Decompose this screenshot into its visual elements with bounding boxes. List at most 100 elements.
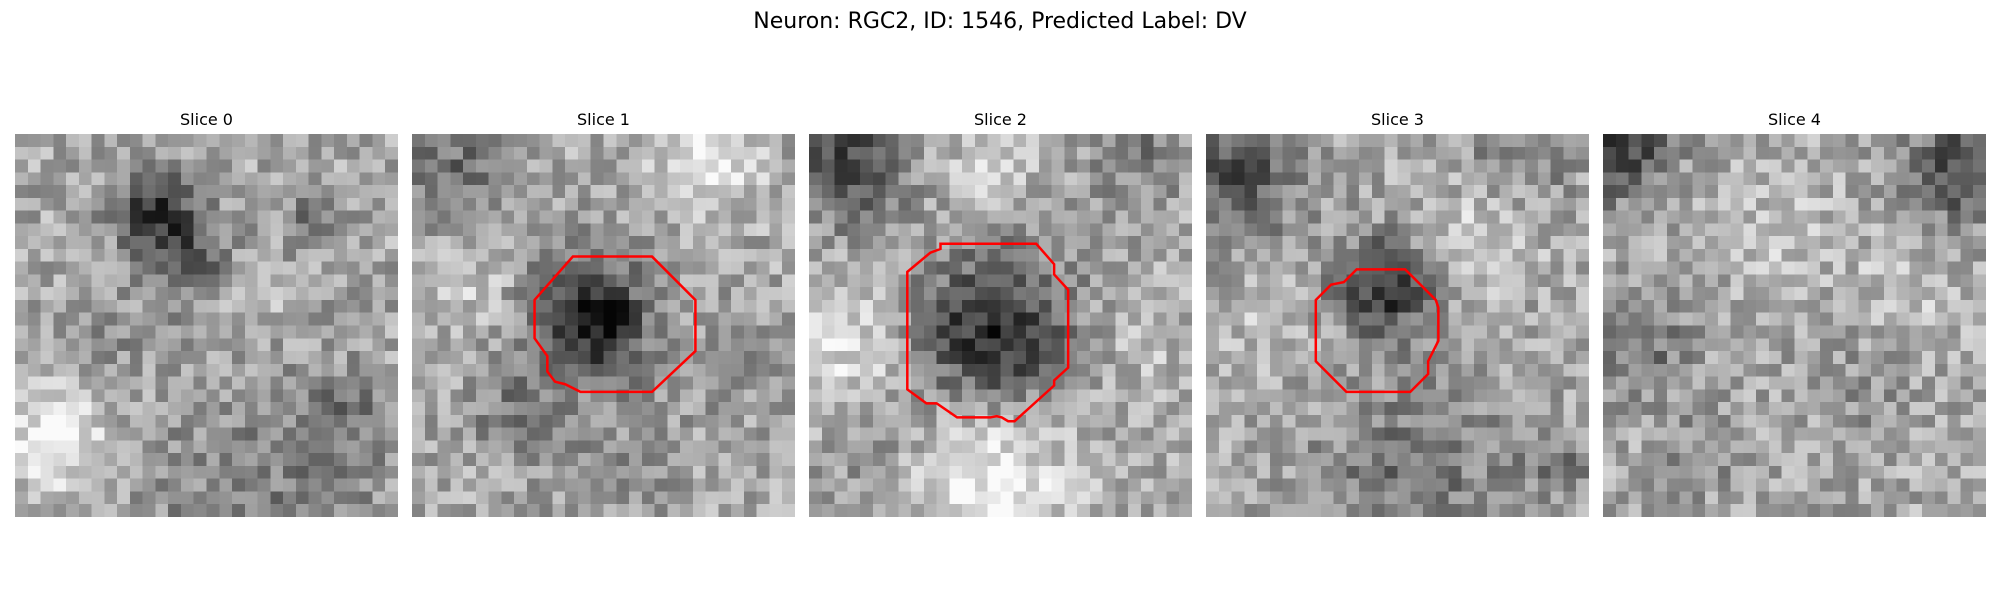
pixel	[219, 223, 233, 237]
pixel	[923, 478, 937, 492]
pixel	[142, 185, 156, 199]
pixel	[809, 134, 823, 148]
pixel	[603, 376, 617, 390]
pixel	[641, 325, 655, 339]
pixel	[1525, 236, 1539, 250]
pixel	[809, 402, 823, 416]
pixel	[1756, 504, 1770, 517]
pixel	[66, 427, 80, 441]
pixel	[180, 465, 194, 479]
pixel	[53, 402, 67, 416]
pixel	[590, 146, 604, 160]
pixel	[463, 491, 477, 505]
pixel	[1218, 325, 1232, 339]
pixel	[1960, 197, 1974, 211]
pixel	[1666, 363, 1680, 377]
slice-2-image	[809, 134, 1192, 517]
pixel	[1000, 427, 1014, 441]
pixel	[1448, 363, 1462, 377]
pixel	[1218, 312, 1232, 326]
pixel	[1666, 185, 1680, 199]
pixel	[987, 338, 1001, 352]
pixel	[1333, 261, 1347, 275]
pixel	[743, 504, 757, 517]
pixel	[1115, 363, 1129, 377]
pixel	[334, 146, 348, 160]
pixel	[1077, 172, 1091, 186]
pixel	[104, 146, 118, 160]
pixel	[718, 427, 732, 441]
pixel	[283, 363, 297, 377]
pixel	[898, 223, 912, 237]
pixel	[1717, 491, 1731, 505]
pixel	[1743, 414, 1757, 428]
pixel	[1807, 172, 1821, 186]
pixel	[1550, 274, 1564, 288]
pixel	[949, 427, 963, 441]
pixel	[731, 197, 745, 211]
pixel	[641, 299, 655, 313]
pixel	[270, 172, 284, 186]
pixel	[1051, 134, 1065, 148]
pixel	[1654, 146, 1668, 160]
pixel	[616, 134, 630, 148]
pixel	[782, 325, 795, 339]
pixel	[1244, 197, 1258, 211]
pixel	[1320, 134, 1334, 148]
pixel	[1077, 389, 1091, 403]
pixel	[590, 223, 604, 237]
pixel	[590, 338, 604, 352]
pixel	[1628, 427, 1642, 441]
pixel	[809, 197, 823, 211]
pixel	[488, 325, 502, 339]
pixel	[1089, 248, 1103, 262]
pixel	[1231, 248, 1245, 262]
pixel	[526, 402, 540, 416]
pixel	[270, 427, 284, 441]
pixel	[539, 376, 553, 390]
pixel	[1026, 389, 1040, 403]
pixel	[1371, 440, 1385, 454]
pixel	[782, 274, 795, 288]
pixel	[603, 478, 617, 492]
pixel	[1563, 453, 1577, 467]
pixel	[1410, 159, 1424, 173]
pixel	[1615, 134, 1629, 148]
pixel	[1218, 376, 1232, 390]
pixel	[1858, 299, 1872, 313]
pixel	[782, 440, 795, 454]
pixel	[1628, 159, 1642, 173]
pixel	[898, 414, 912, 428]
pixel	[117, 478, 131, 492]
pixel	[91, 172, 105, 186]
pixel	[821, 274, 835, 288]
pixel	[539, 325, 553, 339]
pixel	[603, 299, 617, 313]
pixel	[1692, 172, 1706, 186]
pixel	[718, 414, 732, 428]
pixel	[526, 414, 540, 428]
pixel	[1666, 465, 1680, 479]
pixel	[936, 172, 950, 186]
pixel	[680, 159, 694, 173]
pixel	[1397, 414, 1411, 428]
pixel	[590, 261, 604, 275]
pixel	[654, 223, 668, 237]
pixel	[334, 299, 348, 313]
pixel	[1282, 134, 1296, 148]
pixel	[1474, 274, 1488, 288]
pixel	[872, 248, 886, 262]
pixel	[1807, 414, 1821, 428]
pixel	[1537, 185, 1551, 199]
pixel	[923, 402, 937, 416]
pixel	[514, 185, 528, 199]
pixel	[1089, 478, 1103, 492]
pixel	[1064, 197, 1078, 211]
pixel	[1244, 440, 1258, 454]
pixel	[1960, 504, 1974, 517]
pixel	[565, 338, 579, 352]
pixel	[743, 248, 757, 262]
pixel	[565, 389, 579, 403]
pixel	[78, 427, 92, 441]
pixel	[129, 427, 143, 441]
